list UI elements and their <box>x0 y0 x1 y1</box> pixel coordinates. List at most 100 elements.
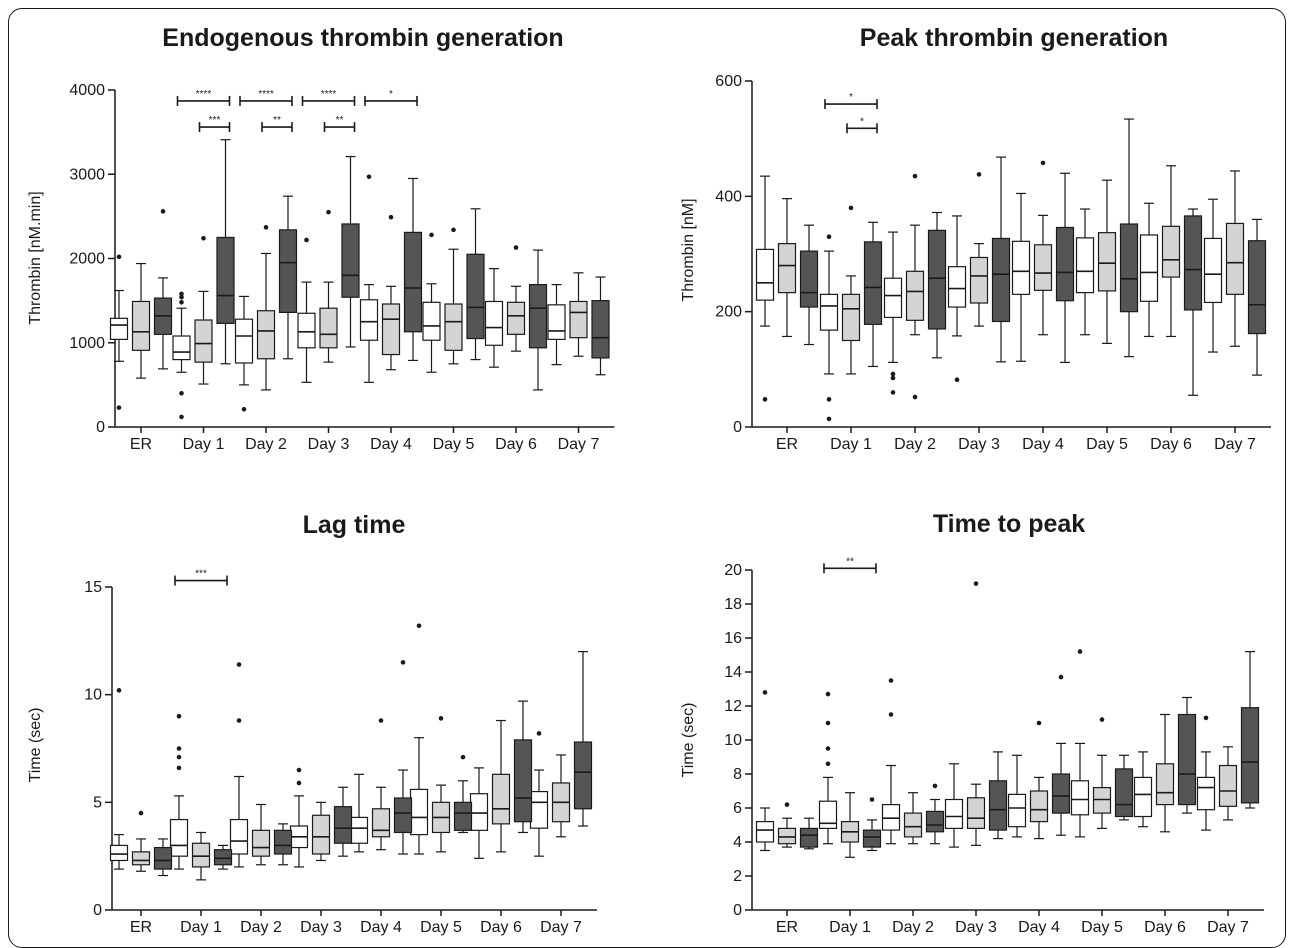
outlier-point <box>973 581 979 586</box>
outlier-point <box>160 209 166 214</box>
box-iqr <box>444 303 463 351</box>
outlier-point <box>400 660 406 665</box>
box-iqr <box>453 801 473 831</box>
box-iqr <box>819 293 839 331</box>
y-tick-label: 5 <box>93 794 102 811</box>
x-tick-label: Day 5 <box>1086 436 1128 453</box>
significance-label: **** <box>321 89 337 100</box>
chart-title: Peak thrombin generation <box>860 24 1168 52</box>
significance-label: *** <box>209 115 221 126</box>
box-iqr <box>169 818 189 857</box>
outlier-point <box>912 173 918 179</box>
outlier-point <box>179 294 184 300</box>
outlier-point <box>888 678 894 683</box>
x-tick-label: Day 3 <box>300 919 342 936</box>
outlier-point <box>869 797 875 802</box>
outlier-point <box>536 731 542 736</box>
x-tick-label: Day 4 <box>370 436 412 453</box>
x-tick-label: Day 4 <box>1022 436 1064 453</box>
box-iqr <box>109 844 129 862</box>
outlier-point <box>176 765 182 771</box>
box-iqr <box>359 299 379 341</box>
outlier-point <box>825 720 831 726</box>
x-tick-label: Day 7 <box>1214 436 1256 453</box>
box-iqr <box>1051 773 1071 814</box>
outlier-point <box>890 371 896 377</box>
outlier-point <box>784 802 790 807</box>
box-iqr <box>194 319 213 363</box>
y-tick-label: 0 <box>96 419 105 436</box>
y-tick-label: 0 <box>733 419 742 436</box>
box-iqr <box>841 293 861 342</box>
box-iqr <box>528 284 548 349</box>
outlier-point <box>451 227 456 233</box>
x-tick-label: ER <box>776 919 798 936</box>
significance-label: ** <box>273 115 281 126</box>
chart-title: Time to peak <box>933 510 1085 538</box>
outlier-point <box>388 214 394 220</box>
x-tick-label: Day 5 <box>433 436 475 453</box>
outlier-point <box>116 688 122 693</box>
outlier-point <box>416 623 422 629</box>
outlier-point <box>762 397 768 402</box>
y-axis-label: Thrombin [nM.min] <box>27 191 44 324</box>
x-tick-label: Day 3 <box>958 436 1000 453</box>
y-tick-label: 15 <box>84 579 102 596</box>
outlier-point <box>890 390 896 395</box>
outlier-point <box>179 414 184 420</box>
box-iqr <box>278 229 298 314</box>
box-iqr <box>777 827 797 845</box>
x-tick-label: Day 2 <box>892 919 934 936</box>
box-iqr <box>755 248 775 301</box>
outlier-point <box>1077 649 1083 654</box>
box-iqr <box>755 820 775 843</box>
significance-label: ** <box>336 115 344 126</box>
outlier-point <box>954 377 960 383</box>
x-tick-label: ER <box>130 436 152 453</box>
outlier-point <box>179 391 184 396</box>
box-iqr <box>1092 786 1112 814</box>
y-axis-label: Thrombin [nM] <box>680 198 697 301</box>
outlier-point <box>263 225 269 230</box>
box-iqr <box>905 270 925 321</box>
y-tick-label: 200 <box>715 304 742 321</box>
box-iqr <box>569 300 588 339</box>
box-iqr <box>381 303 401 356</box>
outlier-point <box>1203 715 1209 721</box>
chart-title: Lag time <box>303 511 406 539</box>
significance-label: * <box>860 116 864 127</box>
box-iqr <box>466 253 485 340</box>
y-tick-label: 2 <box>733 868 742 885</box>
box-iqr <box>1033 244 1053 291</box>
outlier-point <box>176 754 182 760</box>
box-iqr <box>1183 215 1203 311</box>
box-iqr <box>349 816 369 844</box>
outlier-point <box>1058 674 1064 680</box>
x-tick-label: Day 5 <box>1081 919 1123 936</box>
box-iqr <box>818 800 838 830</box>
x-tick-label: Day 1 <box>183 436 225 453</box>
box-iqr <box>109 317 129 340</box>
box-iqr <box>988 780 1008 831</box>
outlier-point <box>236 662 242 667</box>
box-iqr <box>1203 237 1223 304</box>
box-iqr <box>991 237 1011 323</box>
box-iqr <box>925 810 945 833</box>
box-iqr <box>484 300 504 346</box>
box-iqr <box>547 304 566 340</box>
y-tick-label: 6 <box>733 800 742 817</box>
y-tick-label: 10 <box>724 732 742 749</box>
outlier-point <box>825 761 831 767</box>
outlier-point <box>825 746 831 751</box>
box-iqr <box>969 256 989 304</box>
box-iqr <box>513 739 533 823</box>
x-tick-label: Day 7 <box>558 436 600 453</box>
box-iqr <box>1225 222 1245 295</box>
y-tick-label: 8 <box>733 766 742 783</box>
x-tick-label: Day 4 <box>360 919 402 936</box>
y-tick-label: 14 <box>724 664 742 681</box>
outlier-point <box>241 407 247 412</box>
box-iqr <box>944 798 964 829</box>
x-tick-label: Day 2 <box>245 436 287 453</box>
